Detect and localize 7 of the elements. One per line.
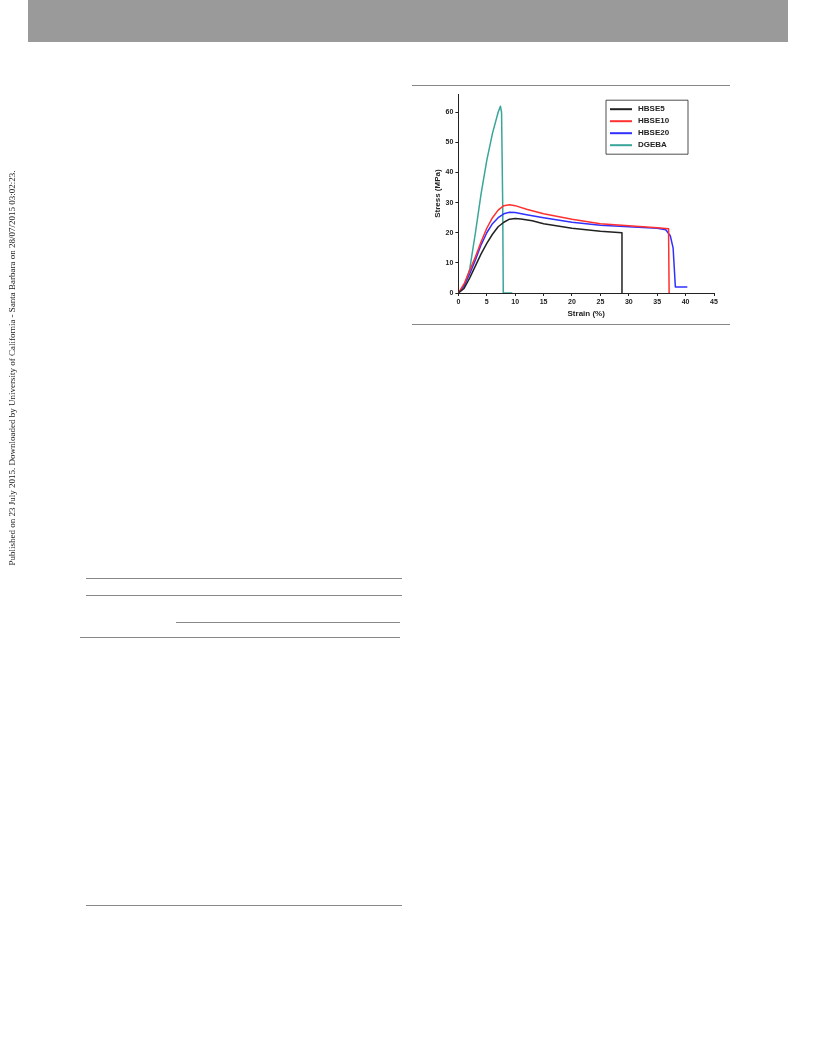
- legend-label: HBSE10: [638, 116, 670, 126]
- legend-label: HBSE20: [638, 128, 670, 138]
- text: Published on 23 July 2015. Downloaded by University of California - Santa Barbara on 28/07/2015 03:02:23.: [7, 170, 17, 566]
- legend-label: DGEBA: [638, 140, 668, 150]
- y-axis-title: Stress (MPa): [433, 169, 442, 218]
- legend-label: HBSE5: [638, 104, 666, 114]
- x-axis-title: Strain (%): [567, 309, 606, 319]
